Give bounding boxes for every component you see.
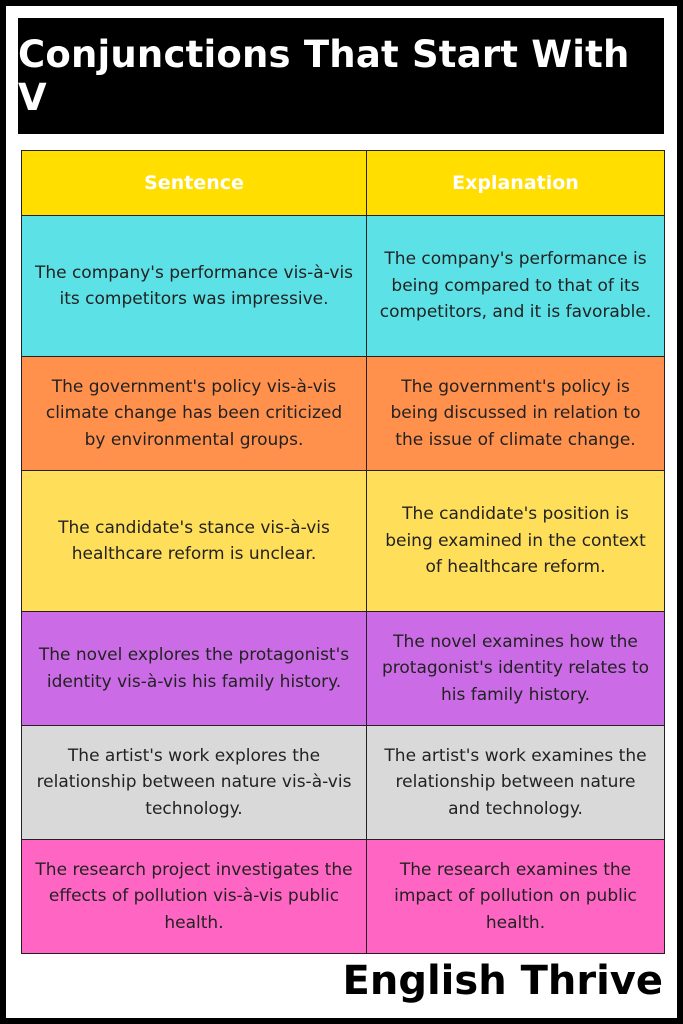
sentence-cell: The artist's work explores the relations… [21, 725, 367, 840]
explanation-cell: The candidate's position is being examin… [366, 470, 665, 612]
header-sentence: Sentence [21, 150, 367, 216]
explanation-cell: The artist's work examines the relations… [366, 725, 665, 840]
sentence-cell: The candidate's stance vis-à-vis healthc… [21, 470, 367, 612]
page-title: Conjunctions That Start With V [18, 18, 664, 134]
table-row: The novel explores the protagonist's ide… [21, 611, 665, 726]
table-row: The company's performance vis-à-vis its … [21, 215, 665, 357]
explanation-cell: The company's performance is being compa… [366, 215, 665, 357]
explanation-cell: The research examines the impact of poll… [366, 839, 665, 954]
sentence-cell: The government's policy vis-à-vis climat… [21, 356, 367, 471]
table-row: The artist's work explores the relations… [21, 725, 665, 840]
sentence-cell: The novel explores the protagonist's ide… [21, 611, 367, 726]
sentence-cell: The research project investigates the ef… [21, 839, 367, 954]
table-row: The government's policy vis-à-vis climat… [21, 356, 665, 471]
table-row: The candidate's stance vis-à-vis healthc… [21, 470, 665, 612]
table-row: The research project investigates the ef… [21, 839, 665, 954]
explanation-cell: The novel examines how the protagonist's… [366, 611, 665, 726]
header-explanation: Explanation [366, 150, 665, 216]
brand-footer: English Thrive [342, 958, 663, 1004]
table-header-row: Sentence Explanation [21, 150, 665, 216]
sentence-cell: The company's performance vis-à-vis its … [21, 215, 367, 357]
conjunctions-table: Sentence Explanation The company's perfo… [21, 150, 665, 954]
explanation-cell: The government's policy is being discuss… [366, 356, 665, 471]
